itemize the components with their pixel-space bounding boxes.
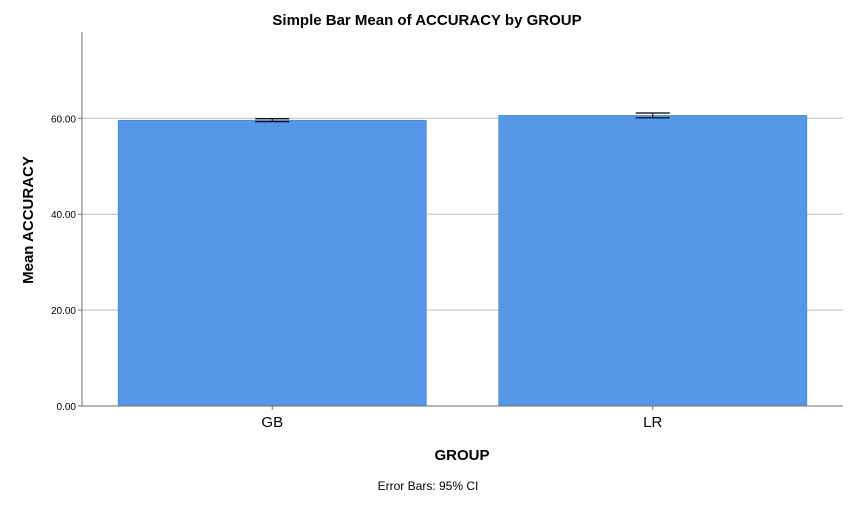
y-tick-label: 20.00 bbox=[51, 306, 76, 317]
bar-lr bbox=[498, 115, 808, 407]
y-axis-label: Mean ACCURACY bbox=[20, 156, 37, 284]
error-bars bbox=[255, 112, 670, 123]
error-bars-footnote: Error Bars: 95% CI bbox=[378, 479, 479, 493]
y-tick-labels: 0.00 20.00 40.00 60.00 bbox=[51, 114, 76, 413]
x-tick-label-gb: GB bbox=[261, 414, 283, 431]
error-bar-lr bbox=[635, 112, 670, 119]
y-tick-label: 0.00 bbox=[57, 402, 77, 413]
y-tick-label: 40.00 bbox=[51, 210, 76, 221]
x-tick-label-lr: LR bbox=[643, 414, 662, 431]
axes bbox=[78, 32, 843, 410]
x-axis-label: GROUP bbox=[434, 447, 489, 464]
y-tick-label: 60.00 bbox=[51, 114, 76, 125]
x-tick-labels: GB LR bbox=[261, 414, 662, 431]
bar-gb bbox=[117, 119, 427, 407]
chart-title: Simple Bar Mean of ACCURACY by GROUP bbox=[272, 12, 581, 29]
error-bar-gb bbox=[255, 118, 290, 123]
bars bbox=[117, 115, 808, 407]
